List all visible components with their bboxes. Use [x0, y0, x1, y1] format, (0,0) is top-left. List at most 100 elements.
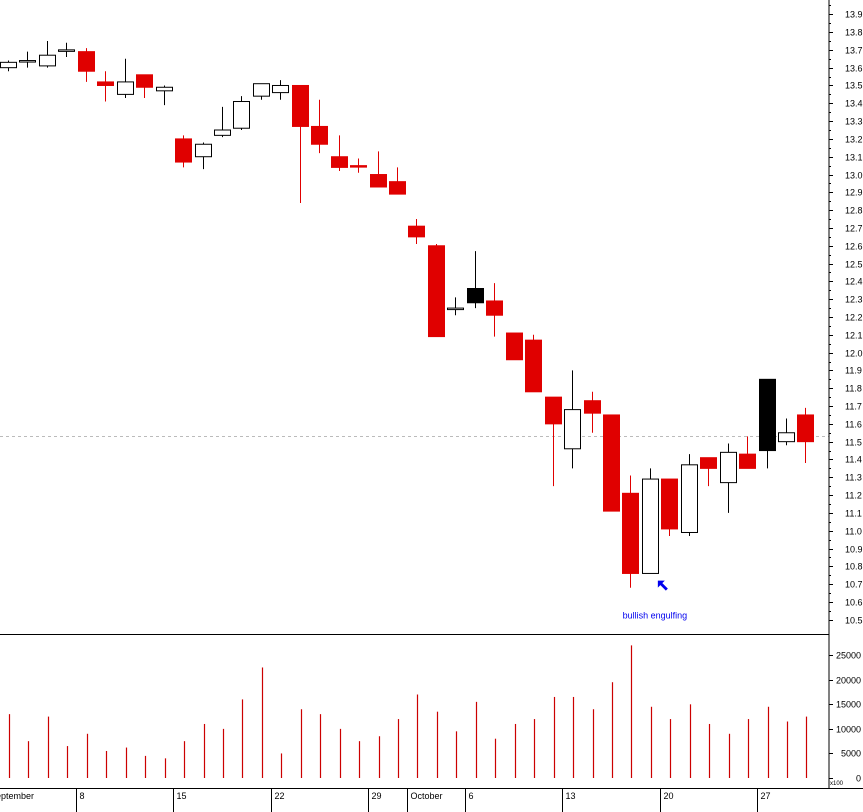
candle-body — [136, 74, 153, 88]
candle-body — [272, 84, 289, 94]
volume-unit-label: x100 — [830, 781, 844, 787]
candle — [622, 475, 639, 588]
candle — [156, 85, 173, 106]
candle — [603, 414, 620, 512]
candle-body — [58, 49, 75, 52]
price-tick-label: 11.0 — [845, 527, 862, 537]
candle — [700, 457, 717, 487]
price-tick-label: 12.4 — [845, 277, 863, 287]
candle — [408, 219, 425, 244]
candle-body — [19, 60, 36, 63]
date-label: 29 — [372, 791, 382, 801]
price-tick-label: 12.8 — [845, 206, 863, 216]
volume-tick-label: 15000 — [836, 700, 861, 710]
candle-body — [214, 129, 231, 136]
price-tick-label: 11.1 — [845, 509, 862, 519]
candle-body — [78, 51, 95, 72]
candle — [564, 370, 581, 469]
candle-body — [720, 451, 737, 484]
price-tick-label: 12.9 — [845, 188, 863, 198]
volume-tick-label: 20000 — [836, 676, 861, 686]
candle-body — [797, 414, 814, 443]
price-tick-label: 13.6 — [845, 64, 863, 74]
candle — [233, 96, 250, 131]
candle — [292, 84, 309, 204]
volume-tick-label: 5000 — [841, 749, 861, 759]
candle-body — [97, 81, 114, 86]
price-tick-label: 13.2 — [845, 135, 863, 145]
price-axis: 10.5 10.6 10.7 10.8 10.9 11.0 11.1 11.2 11.3 11.4… — [829, 5, 863, 626]
price-tick-label: 10.8 — [845, 562, 863, 572]
price-tick-label: 12.5 — [845, 260, 863, 270]
candle-body — [447, 307, 464, 311]
candle-body — [486, 300, 503, 316]
candle — [681, 454, 698, 537]
price-tick-label: 13.8 — [845, 28, 863, 38]
price-tick-label: 13.3 — [845, 117, 863, 127]
candle-body — [156, 86, 173, 92]
price-tick-label: 12.2 — [845, 313, 863, 323]
candle — [797, 407, 814, 464]
candle — [642, 468, 659, 574]
annotation-label: bullish engulfing — [623, 611, 688, 621]
candle — [778, 418, 795, 446]
candle — [253, 83, 270, 100]
candle-body — [564, 409, 581, 450]
candle-body — [389, 181, 406, 195]
candle — [272, 80, 289, 100]
candle-body — [681, 464, 698, 533]
candle-body — [292, 84, 309, 127]
price-tick-label: 11.2 — [845, 491, 862, 501]
candle — [214, 106, 231, 138]
candle-body — [759, 378, 776, 452]
candle — [720, 443, 737, 513]
price-tick-label: 13.9 — [845, 10, 863, 20]
month-label: October — [411, 791, 443, 801]
candle — [370, 151, 387, 188]
candle-body — [0, 61, 17, 69]
price-tick-label: 12.0 — [845, 349, 863, 359]
candle-body — [311, 125, 328, 145]
price-tick-label: 12.7 — [845, 224, 863, 234]
price-tick-label: 10.6 — [845, 598, 863, 608]
price-tick-label: 11.8 — [845, 384, 862, 394]
price-tick-label: 10.5 — [845, 616, 863, 626]
date-label: 8 — [80, 791, 85, 801]
candle-body — [525, 339, 542, 393]
price-tick-label: 13.0 — [845, 171, 863, 181]
candle-body — [39, 54, 56, 67]
volume-tick-label: 0 — [856, 774, 861, 784]
date-label: 20 — [664, 791, 674, 801]
candle-body — [603, 414, 620, 512]
candle-body — [642, 478, 659, 574]
date-label: 6 — [469, 791, 474, 801]
price-tick-label: 12.6 — [845, 242, 863, 252]
candle-body — [175, 138, 192, 163]
candle — [428, 243, 445, 338]
candle — [661, 478, 678, 537]
candle — [525, 334, 542, 393]
candle — [175, 135, 192, 168]
candle-body — [195, 143, 212, 158]
candle-body — [233, 101, 250, 129]
candle — [350, 158, 367, 173]
price-tick-label: 11.6 — [845, 420, 862, 430]
price-tick-label: 13.5 — [845, 81, 863, 91]
candle — [506, 332, 523, 361]
price-tick-label: 11.4 — [845, 455, 862, 465]
price-candles — [0, 40, 814, 588]
candle-body — [778, 432, 795, 443]
price-tick-label: 11.7 — [845, 402, 862, 412]
candle — [447, 297, 464, 316]
candle-body — [584, 400, 601, 414]
candle — [117, 58, 134, 98]
candle-body — [408, 225, 425, 238]
candle — [78, 48, 95, 82]
date-axis: September 8 15 22 29 October 6 13 20 27 — [0, 788, 771, 812]
price-tick-label: 12.1 — [845, 331, 863, 341]
volume-bars — [8, 645, 808, 778]
candle — [58, 42, 75, 57]
candle — [0, 60, 17, 72]
candle-body — [117, 81, 134, 95]
